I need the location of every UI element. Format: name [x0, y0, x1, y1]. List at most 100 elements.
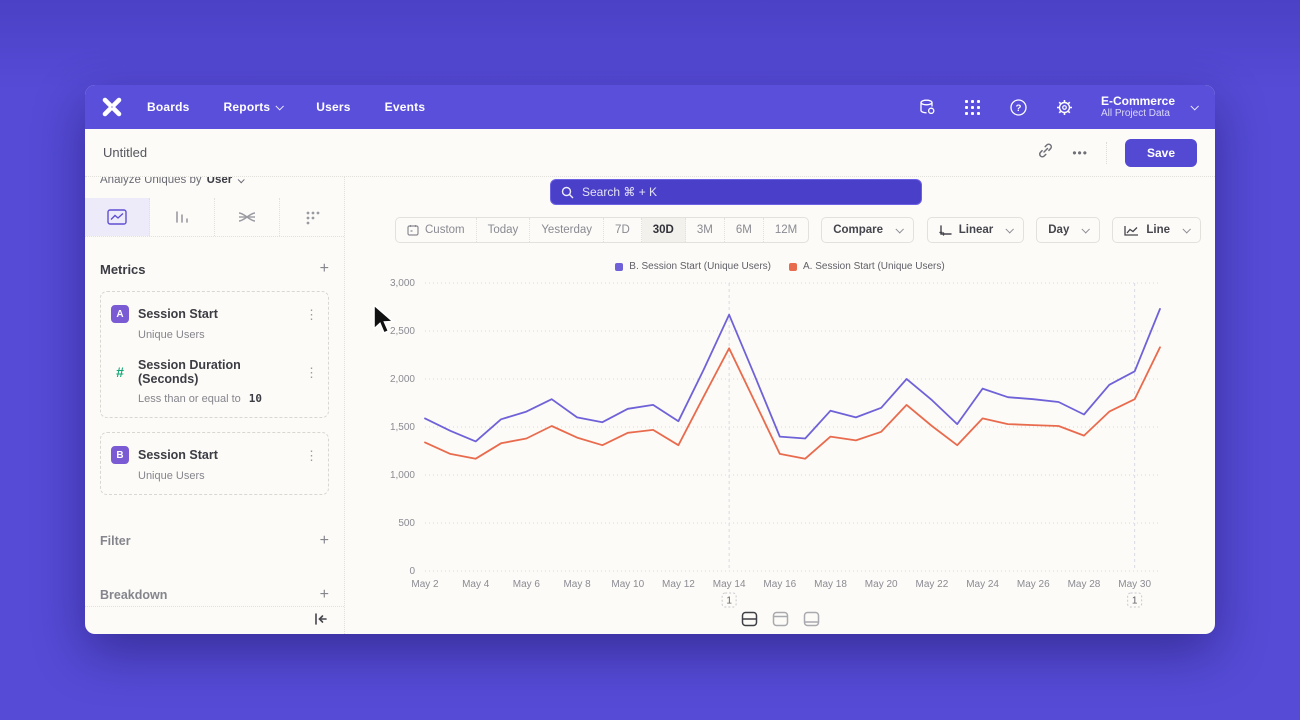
chart-type-dropdown[interactable]: Line: [1112, 217, 1201, 243]
metric-card-group-a[interactable]: A Session Start ⋮ Unique Users # Session…: [100, 291, 329, 418]
query-builder-sidebar: Analyze Uniques by User: [85, 177, 345, 634]
project-selector[interactable]: E-Commerce All Project Data: [1100, 93, 1199, 120]
range-30d[interactable]: 30D: [641, 218, 686, 242]
x-tick-label: May 14: [713, 579, 746, 590]
metric-row-session-duration[interactable]: # Session Duration (Seconds) ⋮ Less than…: [101, 349, 328, 413]
chart-toolbar: Custom Today Yesterday 7D 30D 3M 6M 12M …: [395, 217, 1201, 243]
y-tick-label: 2,500: [390, 326, 415, 337]
project-scope: All Project Data: [1100, 107, 1170, 119]
chevron-down-icon: [275, 102, 285, 111]
nav-item-reports[interactable]: Reports: [224, 100, 285, 114]
share-link-icon[interactable]: [1037, 142, 1054, 164]
number-property-icon: #: [116, 364, 124, 380]
interval-dropdown[interactable]: Day: [1036, 217, 1101, 243]
layout-header-view-button[interactable]: [770, 610, 790, 628]
search-icon: [561, 186, 574, 198]
metric-subtitle[interactable]: Unique Users: [138, 329, 205, 341]
x-tick-label: May 10: [611, 579, 644, 590]
legend-label: A. Session Start (Unique Users): [803, 261, 945, 272]
scale-dropdown[interactable]: Linear: [926, 217, 1025, 243]
save-button[interactable]: Save: [1124, 138, 1197, 167]
calendar-icon: [407, 225, 419, 236]
filter-section: Filter +: [100, 533, 329, 549]
range-today[interactable]: Today: [477, 218, 531, 242]
range-7d[interactable]: 7D: [604, 218, 642, 242]
legend-swatch: [789, 262, 797, 271]
breakdown-section: Breakdown +: [100, 587, 329, 603]
project-name: E-Commerce: [1100, 93, 1175, 108]
metric-card-group-b[interactable]: B Session Start ⋮ Unique Users: [100, 432, 329, 495]
x-tick-label: May 22: [915, 579, 948, 590]
x-tick-label: May 4: [462, 579, 490, 590]
tab-bar-chart[interactable]: [150, 198, 215, 236]
nav-item-boards[interactable]: Boards: [147, 100, 190, 114]
y-tick-label: 2,000: [390, 374, 415, 385]
tab-line-chart[interactable]: [85, 198, 150, 236]
chevron-down-icon: [1190, 102, 1199, 111]
metric-badge-a: A: [111, 305, 129, 323]
tab-metrics-grid[interactable]: [280, 198, 344, 236]
nav-right-cluster: ? E-Commerce All Project Data: [917, 93, 1199, 120]
data-management-icon[interactable]: [917, 97, 937, 117]
range-custom[interactable]: Custom: [396, 218, 477, 242]
filter-label: Filter: [100, 534, 131, 548]
series-line[interactable]: [424, 346, 1161, 460]
layout-split-view-button[interactable]: [739, 610, 759, 628]
range-yesterday[interactable]: Yesterday: [530, 218, 605, 242]
series-line[interactable]: [424, 308, 1161, 443]
range-3m[interactable]: 3M: [686, 218, 725, 242]
chart-legend: B. Session Start (Unique Users) A. Sessio…: [345, 261, 1215, 272]
add-metric-button[interactable]: +: [319, 260, 329, 277]
breakdown-label: Breakdown: [100, 588, 168, 602]
more-menu-button[interactable]: •••: [1072, 145, 1088, 160]
metric-row-session-start-b[interactable]: B Session Start ⋮ Unique Users: [101, 437, 328, 490]
range-6m[interactable]: 6M: [725, 218, 764, 242]
metric-subtitle[interactable]: Unique Users: [138, 470, 205, 482]
settings-gear-icon[interactable]: [1055, 97, 1075, 117]
report-title-bar: Untitled ••• Save: [85, 129, 1215, 177]
tab-flow[interactable]: [215, 198, 280, 236]
report-title[interactable]: Untitled: [103, 145, 148, 160]
metric-row-session-start-a[interactable]: A Session Start ⋮ Unique Users: [101, 296, 328, 349]
legend-entry[interactable]: B. Session Start (Unique Users): [615, 261, 771, 272]
compare-button[interactable]: Compare: [821, 217, 915, 243]
range-12m[interactable]: 12M: [774, 224, 798, 236]
x-tick-label: May 18: [814, 579, 847, 590]
divider: [1105, 141, 1107, 164]
x-tick-label: May 26: [1017, 579, 1050, 590]
add-breakdown-button[interactable]: +: [319, 586, 329, 603]
legend-entry[interactable]: A. Session Start (Unique Users): [789, 261, 945, 272]
mixpanel-logo-icon[interactable]: [99, 94, 125, 120]
collapse-sidebar-icon[interactable]: [314, 612, 328, 630]
metric-title: Session Start: [138, 307, 218, 321]
apps-grid-icon[interactable]: [963, 97, 983, 117]
layout-full-view-button[interactable]: [801, 610, 821, 628]
kebab-menu-icon[interactable]: ⋮: [305, 447, 318, 463]
line-chart[interactable]: 0 500 1,000 1,500 2,000 2,500 3,000 1 1 May 2 May …: [353, 275, 1183, 615]
kebab-menu-icon[interactable]: ⋮: [305, 364, 318, 380]
metric-condition[interactable]: Less than or equal to 10: [138, 392, 262, 405]
annotation-badge[interactable]: [1127, 592, 1143, 608]
svg-text:?: ?: [1016, 103, 1022, 114]
search-input[interactable]: Search ⌘ + K: [550, 179, 922, 205]
y-tick-label: 500: [398, 518, 415, 529]
add-filter-button[interactable]: +: [319, 532, 329, 549]
bar-chart-icon: [176, 211, 188, 223]
condition-value: 10: [248, 392, 262, 405]
analyze-by-row: Analyze Uniques by User: [100, 177, 329, 194]
x-tick-label: May 2: [411, 579, 439, 590]
chevron-down-icon: [1081, 225, 1091, 234]
line-chart-icon: [1124, 225, 1139, 236]
analyze-by-value[interactable]: User: [206, 177, 233, 186]
y-tick-label: 3,000: [390, 278, 415, 289]
legend-label: B. Session Start (Unique Users): [629, 261, 771, 272]
help-icon[interactable]: ?: [1009, 97, 1029, 117]
annotation-badge[interactable]: [721, 592, 737, 608]
search-placeholder: Search ⌘ + K: [582, 185, 658, 199]
kebab-menu-icon[interactable]: ⋮: [305, 306, 318, 322]
layout-toggles: [345, 610, 1215, 628]
annotation-badge-label: 1: [1132, 596, 1138, 607]
nav-item-events[interactable]: Events: [384, 100, 426, 114]
chevron-down-icon: [1005, 225, 1015, 234]
nav-item-users[interactable]: Users: [316, 100, 351, 114]
